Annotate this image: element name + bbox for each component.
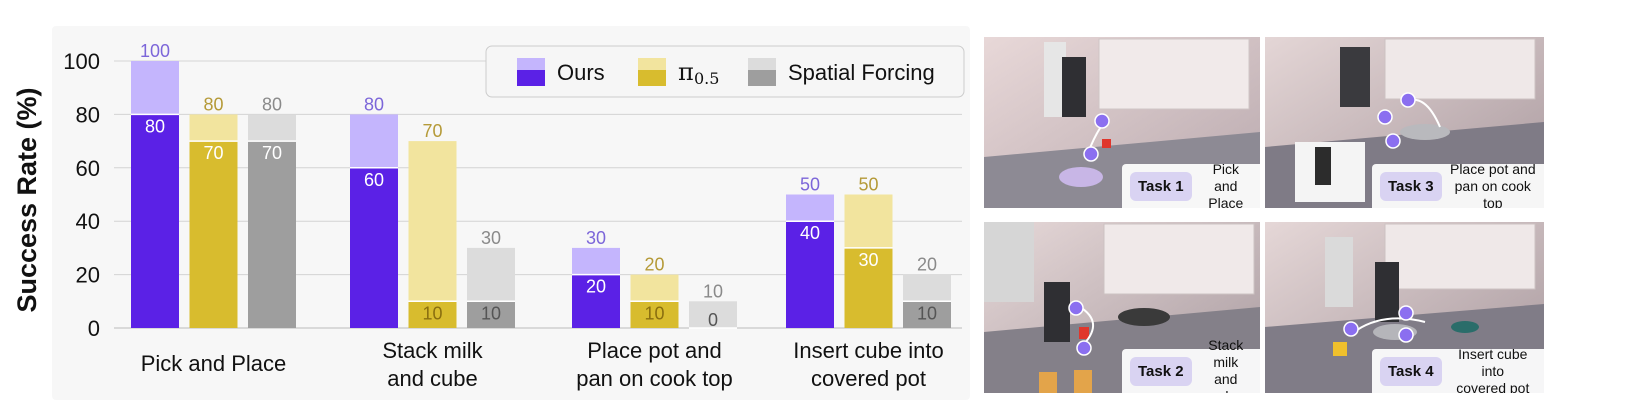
x-tick-label: Place pot and	[587, 338, 722, 363]
upper-data-label: 20	[644, 255, 664, 275]
legend-label: π	[678, 58, 694, 86]
upper-data-label: 100	[140, 41, 170, 61]
data-label: 10	[917, 303, 937, 323]
x-tick-label: Stack milk	[382, 338, 483, 363]
task-caption: Task 3 Place pot and pan on cook top	[1372, 160, 1544, 209]
task-tag: Task 3	[1380, 171, 1442, 201]
y-tick-label: 60	[76, 156, 100, 181]
data-label: 0	[708, 310, 718, 330]
x-tick-label: pan on cook top	[576, 366, 733, 391]
legend-label-subscript: 0.5	[694, 69, 719, 88]
data-label: 40	[800, 223, 820, 243]
bar	[189, 141, 238, 328]
bar	[248, 141, 296, 328]
legend-swatch	[748, 70, 776, 86]
bar	[467, 301, 515, 328]
upper-data-label: 70	[422, 121, 442, 141]
bar	[572, 274, 620, 328]
upper-data-label: 80	[364, 94, 384, 114]
upper-data-label: 10	[703, 281, 723, 301]
bar	[408, 301, 457, 328]
bar	[350, 167, 398, 328]
task-description: Insert cube into covered pot	[1456, 345, 1530, 394]
bar	[630, 301, 679, 328]
y-tick-label: 100	[63, 49, 100, 74]
task-description: Place pot and pan on cook top	[1449, 160, 1536, 209]
legend-swatch-light	[517, 58, 545, 70]
x-tick-label: covered pot	[811, 366, 926, 391]
task-tag: Task 2	[1130, 356, 1192, 386]
data-label: 10	[422, 303, 442, 323]
legend-swatch	[638, 70, 666, 86]
data-label: 70	[262, 143, 282, 163]
y-axis-title: Success Rate (%)	[12, 87, 42, 312]
data-label: 60	[364, 170, 384, 190]
upper-data-label: 80	[203, 94, 223, 114]
task-photo-1: Task 1 Pick and Place	[984, 37, 1260, 208]
legend-label: Ours	[557, 60, 605, 85]
upper-data-label: 30	[481, 228, 501, 248]
data-label: 10	[644, 303, 664, 323]
bar-upper	[408, 141, 457, 328]
legend-swatch-light	[638, 58, 666, 70]
x-tick-label: Pick and Place	[141, 351, 287, 376]
bar-upper	[689, 301, 737, 328]
x-tick-label: and cube	[387, 366, 478, 391]
task-tag: Task 4	[1380, 356, 1442, 386]
legend	[485, 45, 965, 98]
bar	[131, 114, 179, 329]
legend-label: Spatial Forcing	[788, 60, 935, 85]
data-label: 10	[481, 303, 501, 323]
task-photo-3: Task 3 Place pot and pan on cook top	[1265, 37, 1544, 208]
data-label: 30	[858, 250, 878, 270]
task-description: Pick and Place	[1208, 160, 1244, 209]
task-photo-4: Task 4 Insert cube into covered pot	[1265, 222, 1544, 393]
data-label: 70	[203, 143, 223, 163]
bar	[786, 221, 834, 328]
data-label: 20	[586, 277, 606, 297]
legend-swatch-light	[748, 58, 776, 70]
upper-data-label: 80	[262, 94, 282, 114]
bar	[903, 301, 951, 328]
y-tick-label: 0	[88, 316, 100, 341]
task-caption: Task 1 Pick and Place	[1122, 160, 1260, 209]
y-tick-label: 40	[76, 209, 100, 234]
upper-data-label: 30	[586, 228, 606, 248]
upper-data-label: 50	[858, 175, 878, 195]
upper-data-label: 50	[800, 175, 820, 195]
data-label: 80	[145, 116, 165, 136]
task-caption: Task 4 Insert cube into covered pot	[1372, 345, 1544, 394]
task-tag: Task 1	[1130, 171, 1192, 201]
x-tick-label: Insert cube into	[793, 338, 943, 363]
y-tick-label: 20	[76, 263, 100, 288]
bar	[844, 247, 893, 328]
upper-data-label: 20	[917, 255, 937, 275]
y-tick-label: 80	[76, 102, 100, 127]
legend-swatch	[517, 70, 545, 86]
